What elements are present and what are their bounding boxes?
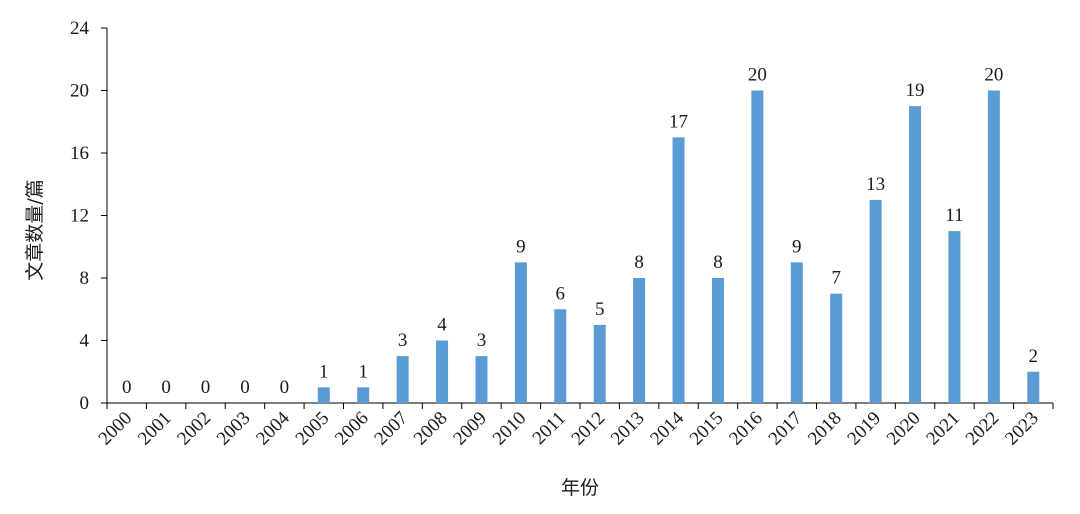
bar xyxy=(751,90,764,403)
data-label: 9 xyxy=(516,236,526,257)
x-tick-label: 2023 xyxy=(1001,408,1043,450)
y-axis-title: 文章数量/篇 xyxy=(24,179,46,280)
x-tick-label: 2019 xyxy=(843,408,885,450)
data-label: 0 xyxy=(201,377,211,398)
bar xyxy=(357,387,370,403)
data-label: 0 xyxy=(122,377,132,398)
bar xyxy=(711,278,724,403)
data-label: 4 xyxy=(437,315,447,336)
x-tick-label: 2001 xyxy=(134,408,176,450)
data-label: 17 xyxy=(669,111,688,132)
data-label: 20 xyxy=(748,65,767,86)
x-tick-label: 2004 xyxy=(252,407,294,449)
bar xyxy=(869,199,882,403)
data-label: 11 xyxy=(945,205,963,226)
data-label: 13 xyxy=(866,174,885,195)
data-label: 20 xyxy=(984,65,1003,86)
bar xyxy=(554,309,567,403)
x-tick-label: 2002 xyxy=(173,408,215,450)
y-tick-label: 0 xyxy=(80,393,90,414)
bar xyxy=(672,137,685,403)
bar xyxy=(987,90,1000,403)
x-tick-label: 2021 xyxy=(922,408,964,450)
data-label: 9 xyxy=(792,236,802,257)
axes xyxy=(101,27,1054,409)
x-tick-label: 2010 xyxy=(489,408,531,450)
x-tick-label: 2008 xyxy=(410,408,452,450)
x-tick-label: 2020 xyxy=(883,408,925,450)
data-label: 0 xyxy=(280,377,290,398)
x-tick-label: 2006 xyxy=(331,408,373,450)
bar xyxy=(593,324,606,403)
x-axis-title: 年份 xyxy=(561,477,599,499)
data-label: 7 xyxy=(831,268,841,289)
x-tick-label: 2015 xyxy=(686,408,728,450)
y-tick-label: 16 xyxy=(70,143,89,164)
x-tick-label: 2022 xyxy=(962,408,1004,450)
data-label: 5 xyxy=(595,299,605,320)
x-tick-label: 2009 xyxy=(449,408,491,450)
bar xyxy=(830,293,843,403)
x-tick-label: 2005 xyxy=(292,408,334,450)
y-tick-label: 20 xyxy=(70,81,89,102)
x-tick-label: 2003 xyxy=(213,408,255,450)
bar xyxy=(948,231,961,403)
x-tick-label: 2000 xyxy=(95,408,137,450)
bar xyxy=(633,278,646,403)
data-label: 3 xyxy=(477,330,487,351)
x-tick-label: 2017 xyxy=(765,408,807,450)
x-tick-label: 2007 xyxy=(370,408,412,450)
y-tick-label: 8 xyxy=(80,268,90,289)
bar xyxy=(514,262,527,403)
bar xyxy=(1027,371,1040,403)
x-tick-label: 2012 xyxy=(568,408,610,450)
data-label: 1 xyxy=(358,361,368,382)
data-label: 8 xyxy=(634,252,644,273)
x-tick-label: 2011 xyxy=(529,408,570,449)
bars xyxy=(317,90,1040,403)
y-tick-label: 4 xyxy=(80,331,90,352)
data-label: 6 xyxy=(556,283,566,304)
x-tick-label: 2013 xyxy=(607,408,649,450)
bar xyxy=(909,106,922,403)
data-label: 3 xyxy=(398,330,408,351)
bar xyxy=(317,387,330,403)
data-label: 0 xyxy=(240,377,250,398)
bar xyxy=(475,356,488,403)
bar xyxy=(790,262,803,403)
data-label: 8 xyxy=(713,252,723,273)
data-label: 1 xyxy=(319,361,329,382)
data-label: 0 xyxy=(161,377,171,398)
y-tick-label: 12 xyxy=(70,206,89,227)
data-label: 19 xyxy=(906,80,925,101)
bar xyxy=(396,356,409,403)
x-tick-label: 2014 xyxy=(646,407,688,449)
bar xyxy=(436,340,449,403)
x-tick-label: 2016 xyxy=(725,408,767,450)
x-tick-label: 2018 xyxy=(804,408,846,450)
data-label: 2 xyxy=(1029,346,1039,367)
y-tick-label: 24 xyxy=(70,18,90,39)
